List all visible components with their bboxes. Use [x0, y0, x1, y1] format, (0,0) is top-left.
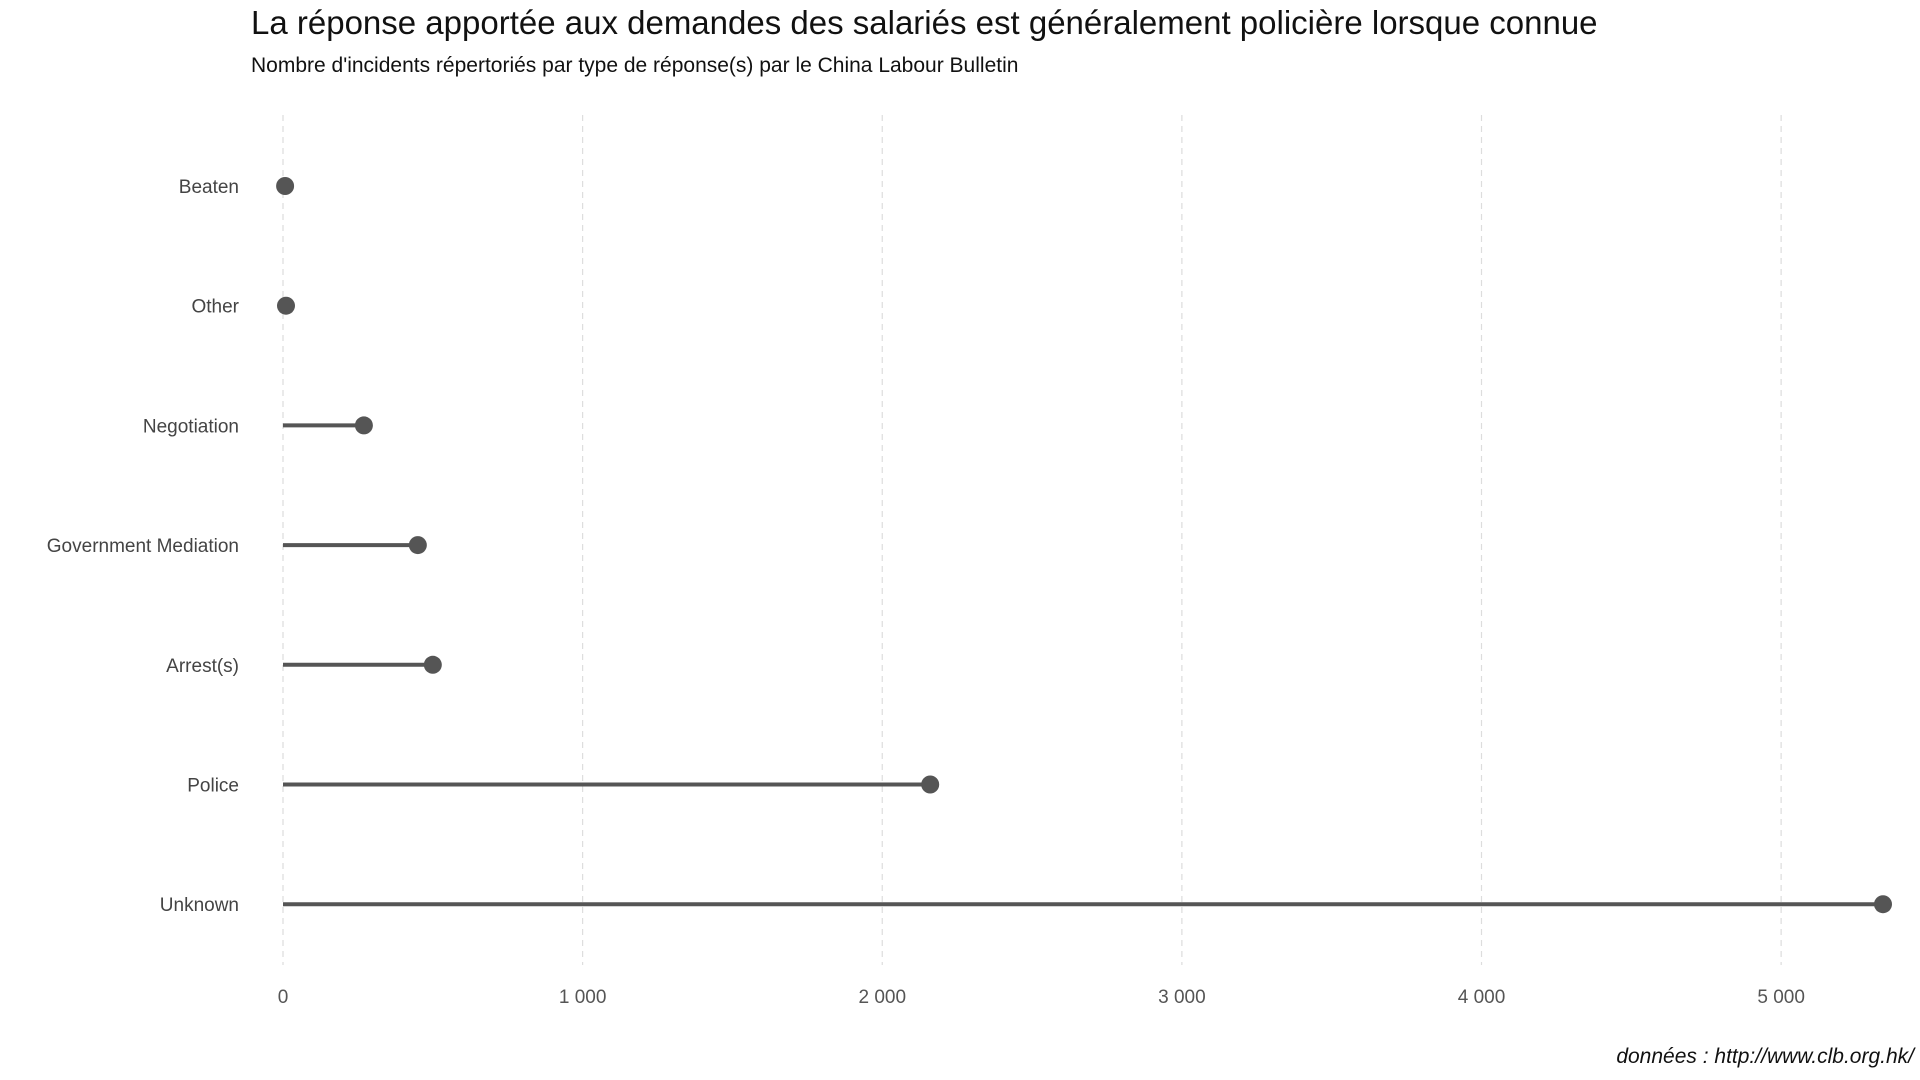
- x-axis-ticks: 0 1 000 2 000 3 000 4 000 5 000: [278, 987, 1805, 1008]
- category-label: Negotiation: [143, 416, 239, 437]
- chart-marks: [276, 177, 1892, 914]
- lollipop-point-negotiation: [354, 416, 373, 435]
- x-tick-label: 1 000: [559, 987, 607, 1008]
- category-label: Police: [187, 776, 239, 797]
- x-tick-label: 2 000: [858, 987, 906, 1008]
- grid-layer: [282, 115, 1782, 965]
- x-tick-label: 0: [278, 987, 289, 1008]
- x-tick-label: 4 000: [1458, 987, 1506, 1008]
- lollipop-point-government-mediation: [408, 536, 427, 555]
- lollipop-point-beaten: [276, 177, 295, 195]
- data-source-caption: données : http://www.clb.org.hk/: [1616, 1045, 1914, 1068]
- x-tick-label: 5 000: [1757, 987, 1805, 1008]
- lollipop-point-police: [921, 775, 940, 794]
- category-label: Unknown: [160, 895, 239, 916]
- category-label: Beaten: [179, 177, 239, 198]
- chart-title: La réponse apportée aux demandes des sal…: [251, 4, 1598, 41]
- lollipop-point-other: [276, 296, 295, 315]
- lollipop-point-arrest-s: [423, 655, 442, 674]
- lollipop-point-unknown: [1874, 895, 1892, 914]
- y-axis-labels: Beaten Other Negotiation Government Mediati…: [47, 177, 240, 916]
- category-label: Arrest(s): [166, 656, 239, 677]
- category-label: Government Mediation: [47, 536, 239, 557]
- category-label: Other: [191, 297, 239, 318]
- chart-subtitle: Nombre d'incidents répertoriés par type …: [251, 54, 1019, 77]
- x-tick-label: 3 000: [1158, 987, 1206, 1008]
